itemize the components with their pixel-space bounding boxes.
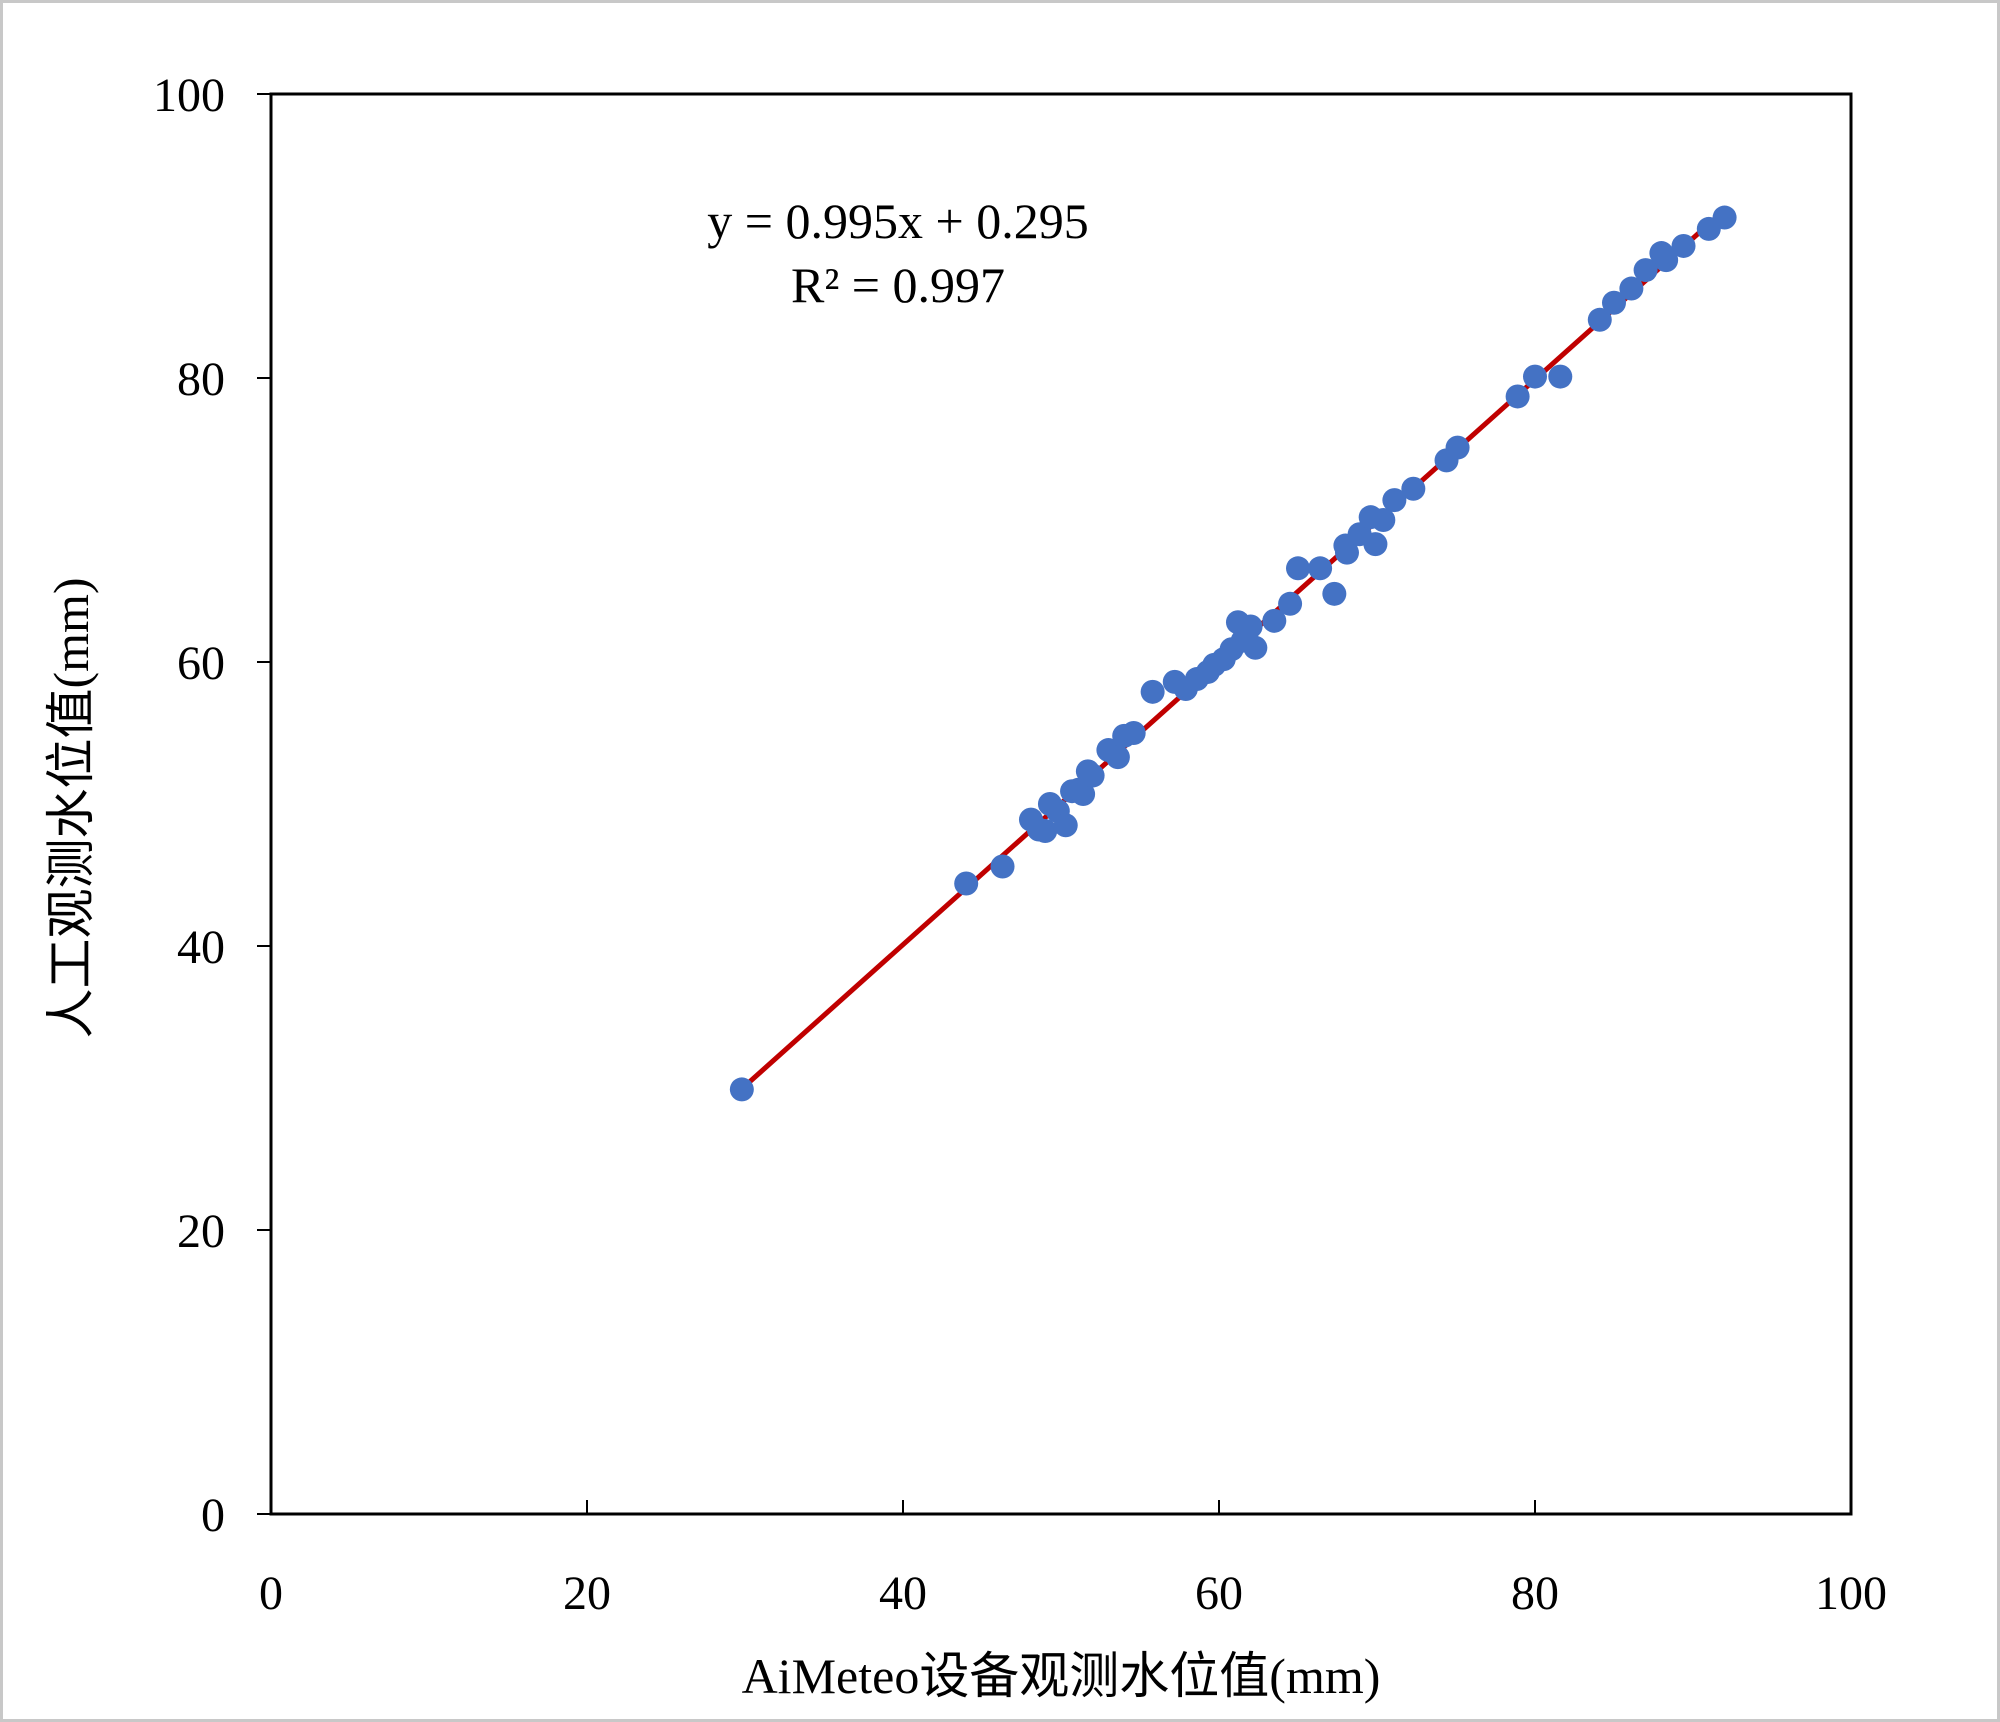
data-point xyxy=(1080,763,1105,788)
data-point xyxy=(954,871,979,896)
plot-area xyxy=(269,92,1853,1516)
data-point xyxy=(1238,614,1263,639)
x-tick-label: 40 xyxy=(879,1567,927,1620)
data-point xyxy=(729,1077,754,1102)
data-point xyxy=(1371,508,1396,532)
y-tick-label: 0 xyxy=(201,1489,225,1542)
data-point xyxy=(1033,818,1058,843)
data-point xyxy=(1308,556,1333,581)
y-tick-label: 60 xyxy=(177,637,225,690)
y-axis-title: 人工观测水位值(mm) xyxy=(43,577,99,1038)
x-tick-label: 60 xyxy=(1195,1567,1243,1620)
data-point xyxy=(1671,233,1696,258)
y-tick-label: 80 xyxy=(177,353,225,406)
data-point xyxy=(1278,591,1303,616)
data-point xyxy=(1548,364,1573,389)
data-point xyxy=(1712,205,1737,230)
data-point xyxy=(1619,276,1644,301)
data-point xyxy=(990,854,1015,879)
data-point xyxy=(1105,745,1130,770)
data-point xyxy=(1322,581,1347,606)
data-point xyxy=(1071,782,1096,807)
data-point xyxy=(1505,384,1530,409)
y-tick-label: 20 xyxy=(177,1205,225,1258)
y-tick-label: 100 xyxy=(153,69,225,122)
data-point xyxy=(1602,290,1626,315)
data-point xyxy=(1587,307,1612,332)
y-tick-label: 40 xyxy=(177,921,225,974)
trendline-equation: y = 0.995x + 0.295 xyxy=(707,193,1088,249)
data-point xyxy=(1649,241,1674,266)
data-point xyxy=(1286,556,1310,581)
data-point xyxy=(1382,488,1407,513)
data-point xyxy=(1140,679,1165,704)
data-point xyxy=(1363,532,1388,557)
x-tick-label: 100 xyxy=(1815,1567,1887,1620)
data-point xyxy=(1523,364,1547,389)
x-axis-title: AiMeteo设备观测水位值(mm) xyxy=(742,1648,1381,1704)
data-point xyxy=(1633,258,1658,283)
data-point xyxy=(1243,635,1268,660)
data-point xyxy=(1121,721,1146,745)
data-points xyxy=(729,205,1737,1102)
data-point xyxy=(1262,608,1287,633)
data-point xyxy=(1053,813,1078,838)
data-point xyxy=(1445,435,1470,460)
r-squared-label: R² = 0.997 xyxy=(791,257,1005,313)
x-tick-label: 0 xyxy=(259,1567,283,1620)
x-tick-label: 20 xyxy=(563,1567,611,1620)
x-tick-label: 80 xyxy=(1511,1567,1559,1620)
data-point xyxy=(1401,476,1426,501)
axis-ticks: 0 20 40 60 80 100 0 20 40 60 80 100 xyxy=(153,69,1887,1620)
data-point xyxy=(1334,540,1359,565)
